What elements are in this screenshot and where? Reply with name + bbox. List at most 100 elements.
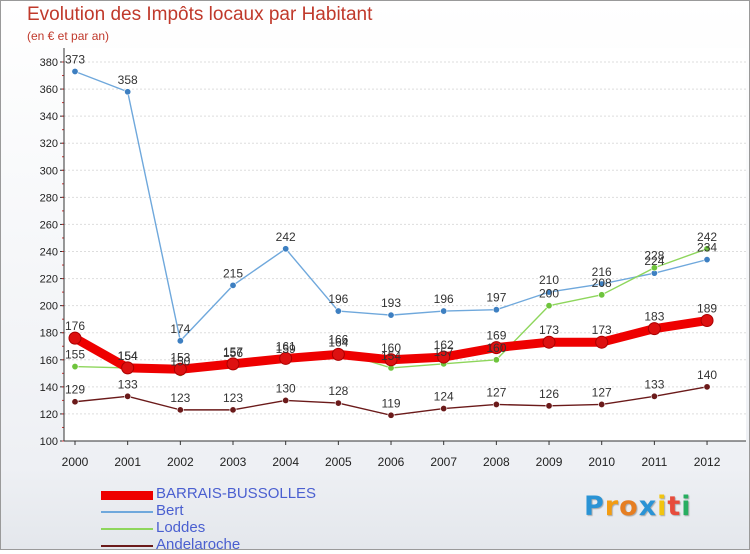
data-label: 160 [486, 341, 506, 355]
y-tick-label: 160 [40, 355, 58, 367]
data-point [71, 363, 79, 371]
y-tick-label: 260 [40, 219, 58, 231]
legend-swatch [101, 528, 153, 530]
data-label: 242 [276, 230, 296, 244]
x-tick-label: 2012 [694, 455, 721, 469]
y-tick-label: 300 [40, 165, 58, 177]
data-point [437, 350, 451, 364]
data-label: 154 [118, 349, 138, 363]
data-label: 129 [65, 383, 85, 397]
data-label: 123 [223, 391, 243, 405]
y-tick-label: 120 [40, 409, 58, 421]
y-tick-label: 320 [40, 138, 58, 150]
y-tick-label: 360 [40, 84, 58, 96]
data-point [595, 335, 609, 349]
data-point [545, 402, 553, 410]
data-point [387, 411, 395, 419]
data-point [542, 335, 556, 349]
data-point [700, 314, 714, 328]
data-point [176, 337, 184, 345]
data-label: 162 [434, 338, 454, 352]
data-label: 157 [434, 345, 454, 359]
data-label: 164 [328, 335, 348, 349]
data-label: 140 [697, 368, 717, 382]
legend-item: Bert [101, 502, 361, 520]
x-tick-label: 2011 [641, 455, 667, 469]
x-tick-label: 2007 [430, 455, 457, 469]
y-tick-label: 380 [40, 57, 58, 69]
data-point [598, 291, 606, 299]
data-point [71, 67, 79, 75]
data-label: 373 [65, 52, 85, 66]
legend-swatch [101, 545, 153, 547]
data-label: 160 [381, 341, 401, 355]
logo-letter: o [619, 491, 639, 522]
data-point [492, 356, 500, 364]
data-point [282, 396, 290, 404]
data-label: 216 [592, 265, 612, 279]
data-label: 128 [328, 384, 348, 398]
logo-letter: i [681, 491, 692, 522]
logo-letter: r [604, 491, 620, 522]
data-point [68, 331, 82, 345]
data-label: 166 [328, 333, 348, 347]
data-point [492, 400, 500, 408]
data-point [650, 264, 658, 272]
logo-letter: i [657, 491, 668, 522]
data-label: 156 [223, 346, 243, 360]
data-label: 127 [486, 385, 506, 399]
data-label: 161 [276, 339, 296, 353]
data-label: 154 [118, 349, 138, 363]
y-tick-label: 140 [40, 382, 58, 394]
data-label: 157 [223, 345, 243, 359]
x-tick-label: 2002 [167, 455, 194, 469]
data-label: 197 [486, 291, 506, 305]
data-point [703, 383, 711, 391]
data-point [331, 347, 345, 361]
data-point [71, 398, 79, 406]
logo-letter: t [667, 491, 682, 522]
x-tick-label: 2004 [272, 455, 299, 469]
y-tick-label: 180 [40, 328, 58, 340]
data-label: 200 [539, 287, 559, 301]
legend-label: BARRAIS-BUSSOLLES [156, 485, 317, 502]
data-point [598, 280, 606, 288]
data-label: 196 [328, 292, 348, 306]
data-point [489, 341, 503, 355]
data-point [647, 322, 661, 336]
y-tick-label: 240 [40, 247, 58, 259]
data-label: 183 [644, 310, 664, 324]
data-point [545, 288, 553, 296]
chart-subtitle: (en € et par an) [27, 29, 110, 43]
data-label: 228 [644, 249, 664, 263]
data-label: 234 [697, 241, 717, 255]
data-label: 196 [434, 292, 454, 306]
data-label: 150 [170, 354, 190, 368]
data-label: 208 [592, 276, 612, 290]
data-label: 153 [170, 350, 190, 364]
proxiti-logo: Proxiti [584, 491, 692, 522]
data-label: 154 [381, 349, 401, 363]
x-tick-label: 2006 [378, 455, 405, 469]
y-tick-label: 100 [40, 436, 58, 448]
y-tick-label: 340 [40, 111, 58, 123]
data-label: 174 [170, 322, 190, 336]
data-point [440, 405, 448, 413]
data-point [226, 357, 240, 371]
legend-item: Andelaroche [101, 536, 361, 554]
data-label: 215 [223, 266, 243, 280]
data-point [282, 245, 290, 253]
x-tick-label: 2010 [588, 455, 615, 469]
legend-item: Loddes [101, 519, 361, 537]
data-label: 176 [65, 319, 85, 333]
x-tick-label: 2003 [220, 455, 247, 469]
data-point [279, 351, 293, 365]
data-point [598, 400, 606, 408]
data-label: 242 [697, 230, 717, 244]
legend-label: Loddes [156, 519, 206, 536]
data-label: 130 [276, 381, 296, 395]
logo-letter: P [584, 491, 605, 522]
data-label: 127 [592, 385, 612, 399]
data-label: 124 [434, 390, 454, 404]
